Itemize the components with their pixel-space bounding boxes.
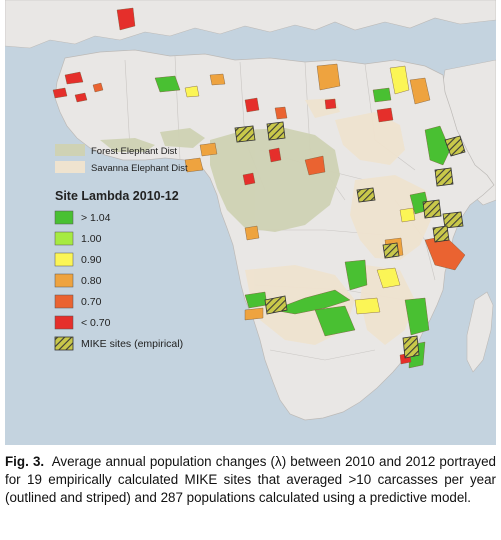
mike-legend-swatch [54,336,74,351]
forest-dist-label: Forest Elephant Dist [91,146,177,157]
patch-red [242,172,256,186]
patch-green [372,87,392,103]
figure-label: Fig. 3. [5,454,45,469]
mike-site [432,225,450,243]
mike-site [434,167,454,187]
map-panel: Forest Elephant Dist Savanna Elephant Di… [5,0,496,445]
mike-site [264,295,288,315]
lambda-swatch [54,252,74,267]
patch-green [314,305,356,337]
patch-green [424,125,451,166]
lambda-swatch [54,294,74,309]
forest-elephant-distribution [100,128,340,232]
lambda-swatch [54,273,74,288]
mike-legend-label: MIKE sites (empirical) [81,338,183,350]
patch-red [116,7,136,31]
lambda-label: < 0.70 [81,317,111,329]
patch-red [268,147,282,163]
mike-site [382,242,400,259]
mike-site [266,121,286,141]
patch-green [244,291,268,309]
lambda-swatch [54,231,74,246]
lambda-label: 0.70 [81,296,102,308]
figure-caption: Fig. 3. Average annual population change… [5,453,496,507]
patch-yellow [399,207,416,223]
mike-site [356,187,376,203]
mike-site [442,211,464,229]
patch-yellow [184,85,200,98]
mike-site [422,199,442,219]
madagascar [466,291,494,373]
figure-caption-text: Average annual population changes (λ) be… [5,454,496,505]
patch-orange [209,73,226,86]
mike-site [402,335,420,359]
lambda-legend-title: Site Lambda 2010-12 [55,189,179,203]
mike-site [234,125,256,143]
patch-orange [199,142,218,157]
patch-orange [244,307,264,321]
patch-yellow [389,65,410,95]
patch-orange [316,63,341,91]
savanna-dist-label: Savanna Elephant Dist [91,163,188,174]
population-patches [52,7,466,369]
patch-red [74,92,88,103]
patch-red [244,97,260,113]
patch-orange [409,77,431,105]
lambda-label: 1.00 [81,233,102,245]
patch-red [64,71,84,85]
lambda-label: > 1.04 [81,212,111,224]
patch-orange [244,225,260,241]
mike-sites [234,121,466,359]
patch-green [272,289,351,315]
patch-green [154,75,181,93]
mike-site [444,135,466,157]
legend-lambda: Site Lambda 2010-12 > 1.04 1.00 0.90 0.8… [54,189,183,351]
patch-orange [184,157,204,173]
legend-distribution: Forest Elephant Dist Savanna Elephant Di… [55,144,188,174]
patch-green [344,259,368,291]
lambda-swatch [54,210,74,225]
patch-red [376,107,394,123]
patch-yellow [376,267,401,289]
patch-green [404,297,430,336]
lambda-label: 0.90 [81,254,102,266]
patch-red [92,82,104,93]
patch-yellow [354,297,381,315]
forest-dist-swatch [55,144,85,156]
savanna-dist-swatch [55,161,85,173]
patch-red [324,98,337,110]
patch-red [52,87,68,99]
africa-map: Forest Elephant Dist Savanna Elephant Di… [5,0,496,445]
patch-orange [304,155,326,176]
lambda-label: 0.80 [81,275,102,287]
lambda-swatch [54,315,74,330]
patch-red [274,106,288,120]
